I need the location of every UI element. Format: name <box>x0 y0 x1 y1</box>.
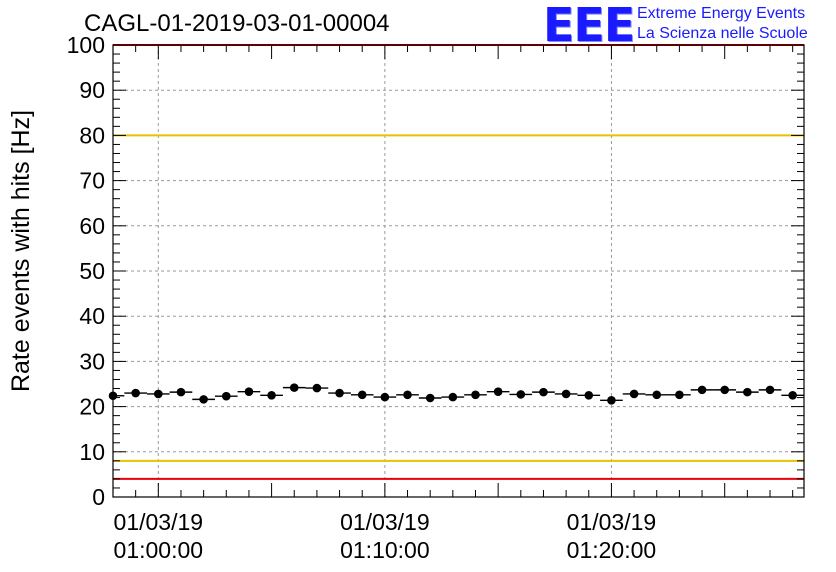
data-point <box>335 388 344 398</box>
data-point <box>652 390 662 400</box>
logo-line-2: La Scienza nelle Scuole <box>637 25 808 42</box>
y-tick-label: 10 <box>79 439 105 465</box>
y-tick-label: 40 <box>79 303 105 329</box>
y-axis-title: Rate events with hits [Hz] <box>7 110 35 392</box>
data-point <box>380 392 390 402</box>
data-point <box>312 383 322 393</box>
y-tick-label: 50 <box>79 258 105 284</box>
y-tick-label: 60 <box>79 213 105 239</box>
x-tick-time-label: 01:00:00 <box>114 537 204 563</box>
y-tick-label: 30 <box>79 348 105 374</box>
y-tick-label: 0 <box>92 484 105 510</box>
data-point <box>539 387 548 397</box>
x-tick-date-label: 01/03/19 <box>114 509 204 535</box>
data-point <box>471 390 480 400</box>
y-tick-label: 90 <box>79 77 105 103</box>
data-point <box>131 388 140 398</box>
data-point <box>629 389 639 399</box>
data-point <box>425 393 435 403</box>
data-point <box>154 389 163 399</box>
data-point <box>289 383 299 392</box>
x-tick-time-label: 01:20:00 <box>567 537 657 563</box>
data-point <box>221 391 231 401</box>
data-point <box>516 390 526 399</box>
run-title: CAGL-01-2019-03-01-00004 <box>84 10 390 37</box>
y-tick-label: 70 <box>79 168 105 194</box>
data-point <box>448 392 458 402</box>
y-tick-label: 80 <box>79 122 105 148</box>
data-point <box>176 387 186 397</box>
y-tick-label: 20 <box>79 394 105 420</box>
eee-logo: EEE Extreme Energy Events La Scienza nel… <box>543 0 833 52</box>
x-tick-date-label: 01/03/19 <box>567 509 657 535</box>
data-point <box>720 385 730 395</box>
data-point <box>403 390 412 400</box>
y-tick-label: 100 <box>67 32 105 58</box>
x-tick-time-label: 01:10:00 <box>340 537 430 563</box>
data-point <box>199 395 208 404</box>
data-point <box>561 389 571 399</box>
data-point <box>493 387 503 396</box>
data-point <box>244 387 254 396</box>
data-point <box>675 390 684 400</box>
data-point <box>267 391 276 400</box>
data-point <box>584 391 594 400</box>
x-tick-date-label: 01/03/19 <box>340 509 430 535</box>
data-point <box>697 385 707 395</box>
data-point <box>607 395 616 405</box>
eee-logo-mark: EEE <box>543 0 635 52</box>
data-point <box>357 390 367 400</box>
data-point <box>108 391 118 401</box>
data-point <box>765 385 775 395</box>
data-point <box>743 387 752 397</box>
data-point <box>788 391 797 400</box>
logo-line-1: Extreme Energy Events <box>637 5 806 22</box>
